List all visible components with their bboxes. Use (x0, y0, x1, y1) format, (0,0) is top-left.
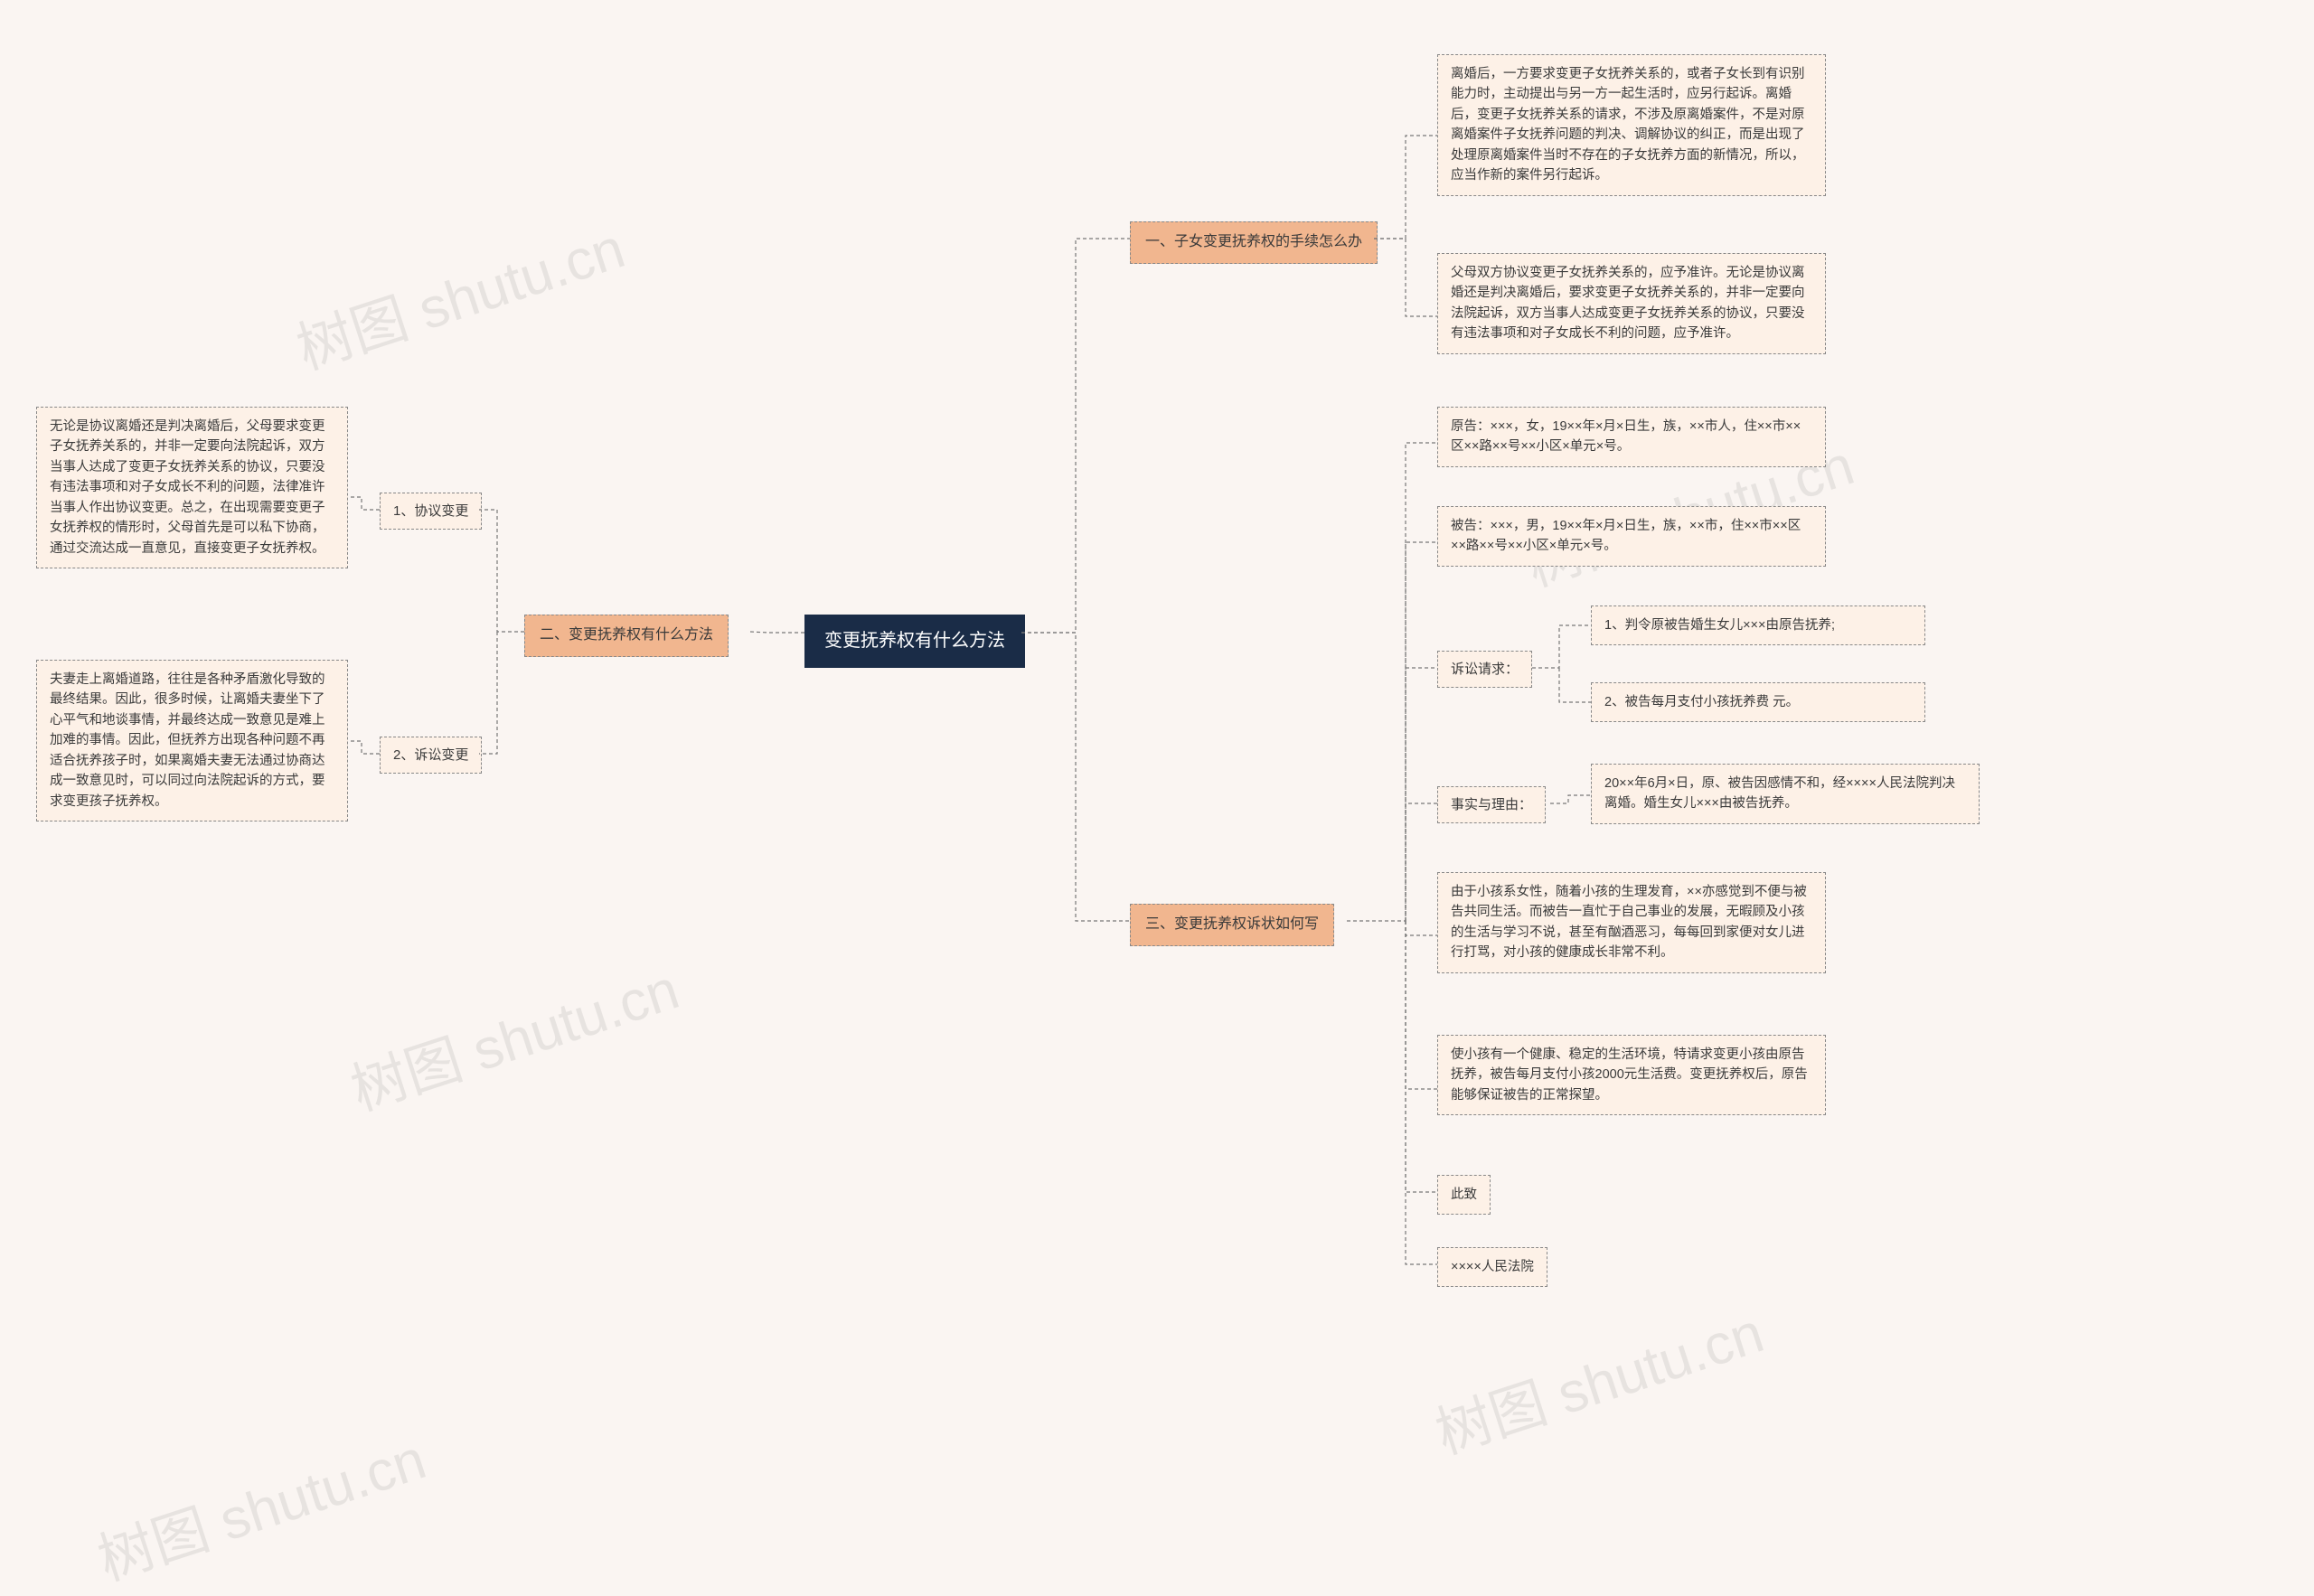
section2-sub2-leaf: 夫妻走上离婚道路，往往是各种矛盾激化导致的最终结果。因此，很多时候，让离婚夫妻坐… (36, 660, 348, 821)
section3-leaf-plaintiff: 原告：×××，女，19××年×月×日生，族，××市人，住××市××区××路××号… (1437, 407, 1826, 467)
section-1: 一、子女变更抚养权的手续怎么办 (1130, 221, 1378, 264)
section1-leaf2: 父母双方协议变更子女抚养关系的，应予准许。无论是协议离婚还是判决离婚后，要求变更… (1437, 253, 1826, 354)
section3-claim-2: 2、被告每月支付小孩抚养费 元。 (1591, 682, 1925, 722)
watermark: 树图 shutu.cn (339, 944, 687, 1126)
root-node: 变更抚养权有什么方法 (804, 615, 1025, 668)
section3-leaf8: ××××人民法院 (1437, 1247, 1547, 1287)
section3-leaf6: 使小孩有一个健康、稳定的生活环境，特请求变更小孩由原告抚养，被告每月支付小孩20… (1437, 1035, 1826, 1115)
watermark: 树图 shutu.cn (285, 202, 633, 385)
watermark: 树图 shutu.cn (86, 1413, 434, 1596)
section2-sub1: 1、协议变更 (380, 493, 482, 530)
section3-claim: 诉讼请求： (1437, 651, 1532, 688)
section3-leaf-defendant: 被告：×××，男，19××年×月×日生，族，××市，住××市××区××路××号×… (1437, 506, 1826, 567)
section3-leaf5: 由于小孩系女性，随着小孩的生理发育，××亦感觉到不便与被告共同生活。而被告一直忙… (1437, 872, 1826, 973)
section3-facts: 事实与理由： (1437, 786, 1546, 823)
section2-sub1-leaf: 无论是协议离婚还是判决离婚后，父母要求变更子女抚养关系的，并非一定要向法院起诉，… (36, 407, 348, 568)
section2-sub2: 2、诉讼变更 (380, 737, 482, 774)
section-3: 三、变更抚养权诉状如何写 (1130, 904, 1334, 946)
watermark: 树图 shutu.cn (1424, 1287, 1772, 1469)
section3-facts-1: 20××年6月×日，原、被告因感情不和，经××××人民法院判决离婚。婚生女儿××… (1591, 764, 1980, 824)
section-2: 二、变更抚养权有什么方法 (524, 615, 729, 657)
section3-leaf7: 此致 (1437, 1175, 1491, 1215)
section1-leaf1: 离婚后，一方要求变更子女抚养关系的，或者子女长到有识别能力时，主动提出与另一方一… (1437, 54, 1826, 196)
section3-claim-1: 1、判令原被告婚生女儿×××由原告抚养; (1591, 606, 1925, 645)
